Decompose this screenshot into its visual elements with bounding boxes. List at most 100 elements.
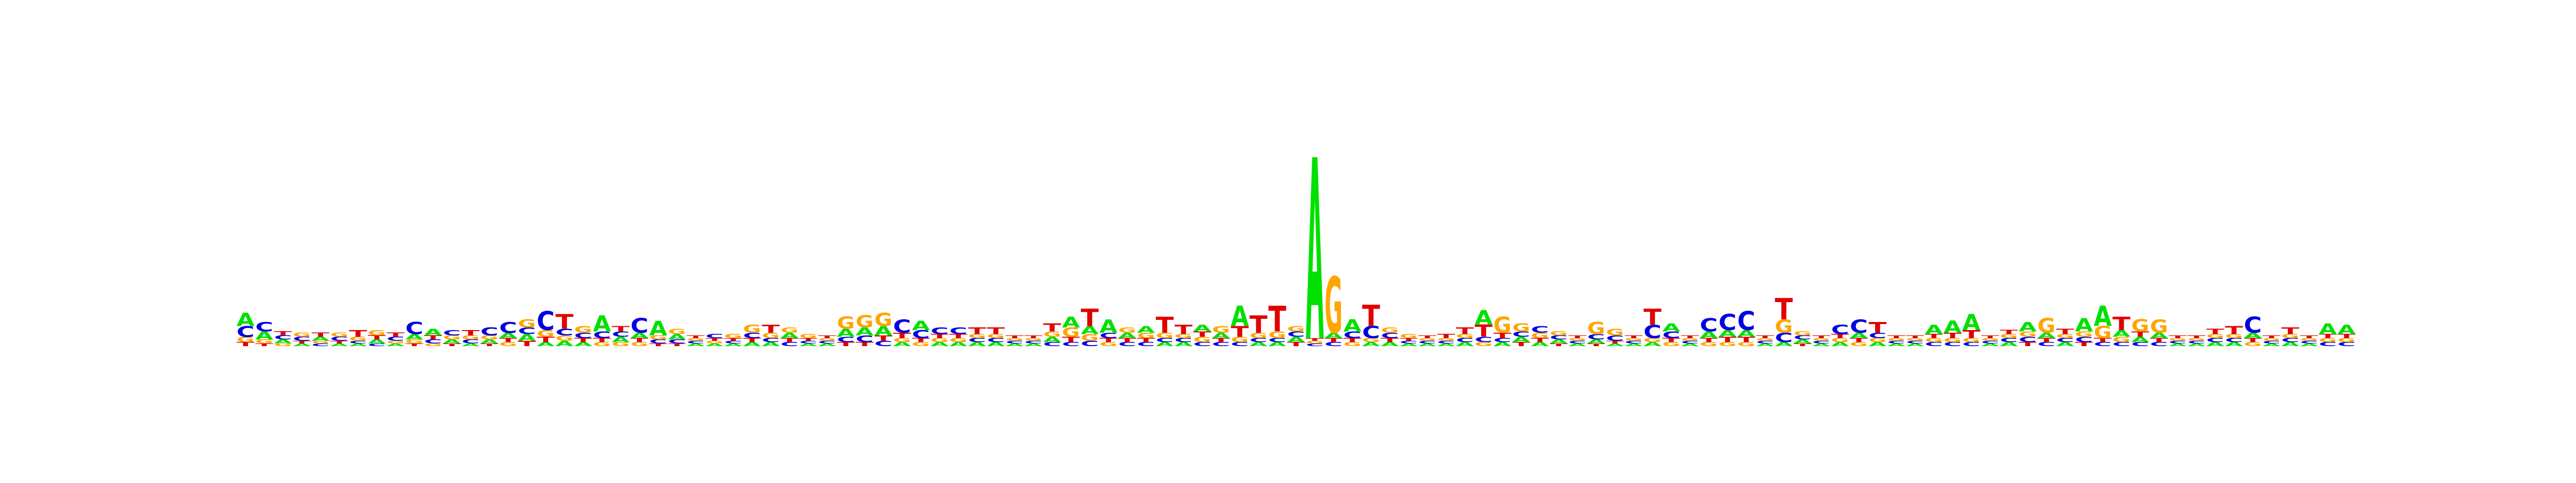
logo-letter-A: A (2281, 341, 2300, 348)
logo-letter-C: C (1494, 337, 1512, 343)
logo-letter-G: G (1137, 332, 1155, 340)
logo-letter-G: G (1569, 338, 1587, 342)
logo-letter-T: T (949, 333, 968, 340)
logo-letter-A: A (780, 331, 799, 340)
logo-letter-G: G (799, 333, 817, 340)
logo-letter-T: T (1794, 343, 1812, 347)
logo-letter-T: T (987, 326, 1005, 336)
logo-letter-G: G (443, 334, 461, 341)
logo-letter-G: G (1006, 338, 1024, 342)
logo-letter-T: T (912, 337, 931, 343)
logo-letter-A: A (1587, 339, 1606, 345)
logo-letter-C: C (1869, 331, 1887, 340)
logo-letter-A: A (255, 330, 274, 342)
logo-letter-T: T (518, 339, 536, 348)
logo-letter-G: G (1081, 333, 1099, 343)
logo-letter-T: T (2112, 313, 2131, 334)
logo-letter-G: G (1043, 330, 1062, 339)
logo-letter-C: C (1850, 316, 1868, 338)
logo-letter-G: G (1925, 337, 1943, 343)
logo-letter-C: C (743, 331, 762, 340)
logo-letter-T: T (1043, 321, 1062, 334)
logo-letter-T: T (1569, 335, 1587, 339)
logo-letter-A: A (405, 333, 423, 341)
logo-letter-A: A (1494, 341, 1512, 348)
logo-letter-T: T (1118, 337, 1137, 343)
logo-letter-A: A (462, 343, 480, 347)
logo-letter-C: C (574, 331, 592, 340)
logo-letter-T: T (499, 337, 518, 343)
logo-letter-A: A (1024, 343, 1043, 347)
logo-letter-A: A (1137, 324, 1155, 335)
logo-letter-G: G (2037, 314, 2055, 338)
logo-letter-C: C (1418, 340, 1437, 345)
logo-letter-A: A (574, 341, 592, 348)
logo-letter-C: C (631, 314, 649, 338)
logo-letter-C: C (612, 330, 630, 339)
logo-letter-G: G (1287, 325, 1305, 333)
logo-letter-C: C (405, 319, 423, 339)
logo-letter-T: T (1156, 312, 1174, 338)
logo-letter-G: G (2150, 316, 2168, 337)
logo-letter-C: C (518, 326, 536, 336)
logo-letter-G: G (1981, 338, 2000, 342)
logo-letter-T: T (799, 338, 817, 342)
logo-letter-C: C (593, 330, 611, 341)
logo-letter-T: T (2037, 337, 2056, 343)
logo-letter-A: A (1362, 341, 1380, 348)
logo-letter-G: G (780, 326, 799, 335)
logo-letter-C: C (1475, 335, 1493, 344)
logo-letter-T: T (1362, 299, 1380, 333)
logo-letter-T: T (537, 335, 555, 344)
logo-letter-A: A (2187, 343, 2206, 347)
logo-letter-G: G (1024, 338, 1043, 342)
logo-letter-A: A (1418, 343, 1437, 347)
logo-letter-G: G (1212, 325, 1230, 335)
logo-letter-C: C (1156, 337, 1174, 343)
logo-letter-G: G (1662, 341, 1680, 348)
logo-letter-T: T (1662, 337, 1681, 343)
logo-letter-C: C (1024, 340, 1043, 345)
logo-letter-C: C (1343, 330, 1362, 341)
logo-letter-T: T (2263, 335, 2281, 339)
logo-letter-G: G (1718, 341, 1737, 348)
logo-letter-T: T (237, 341, 255, 348)
logo-letter-A: A (368, 339, 386, 345)
logo-letter-A: A (2319, 320, 2337, 338)
logo-letter-T: T (818, 335, 836, 339)
logo-letter-C: C (1981, 340, 2000, 345)
logo-letter-G: G (405, 339, 423, 345)
logo-letter-T: T (349, 328, 367, 339)
logo-letter-T: T (330, 340, 348, 345)
logo-letter-A: A (968, 341, 986, 348)
logo-letter-A: A (1887, 343, 1906, 347)
logo-letter-A: A (1775, 341, 1793, 348)
logo-letter-C: C (1812, 340, 1831, 345)
logo-letter-A: A (1606, 343, 1624, 347)
logo-letter-G: G (893, 337, 911, 343)
logo-letter-T: T (1775, 293, 1793, 327)
logo-letter-A: A (1550, 339, 1568, 345)
logo-letter-C: C (255, 319, 274, 334)
logo-letter-C: C (1306, 343, 1324, 347)
logo-letter-G: G (1512, 321, 1531, 334)
